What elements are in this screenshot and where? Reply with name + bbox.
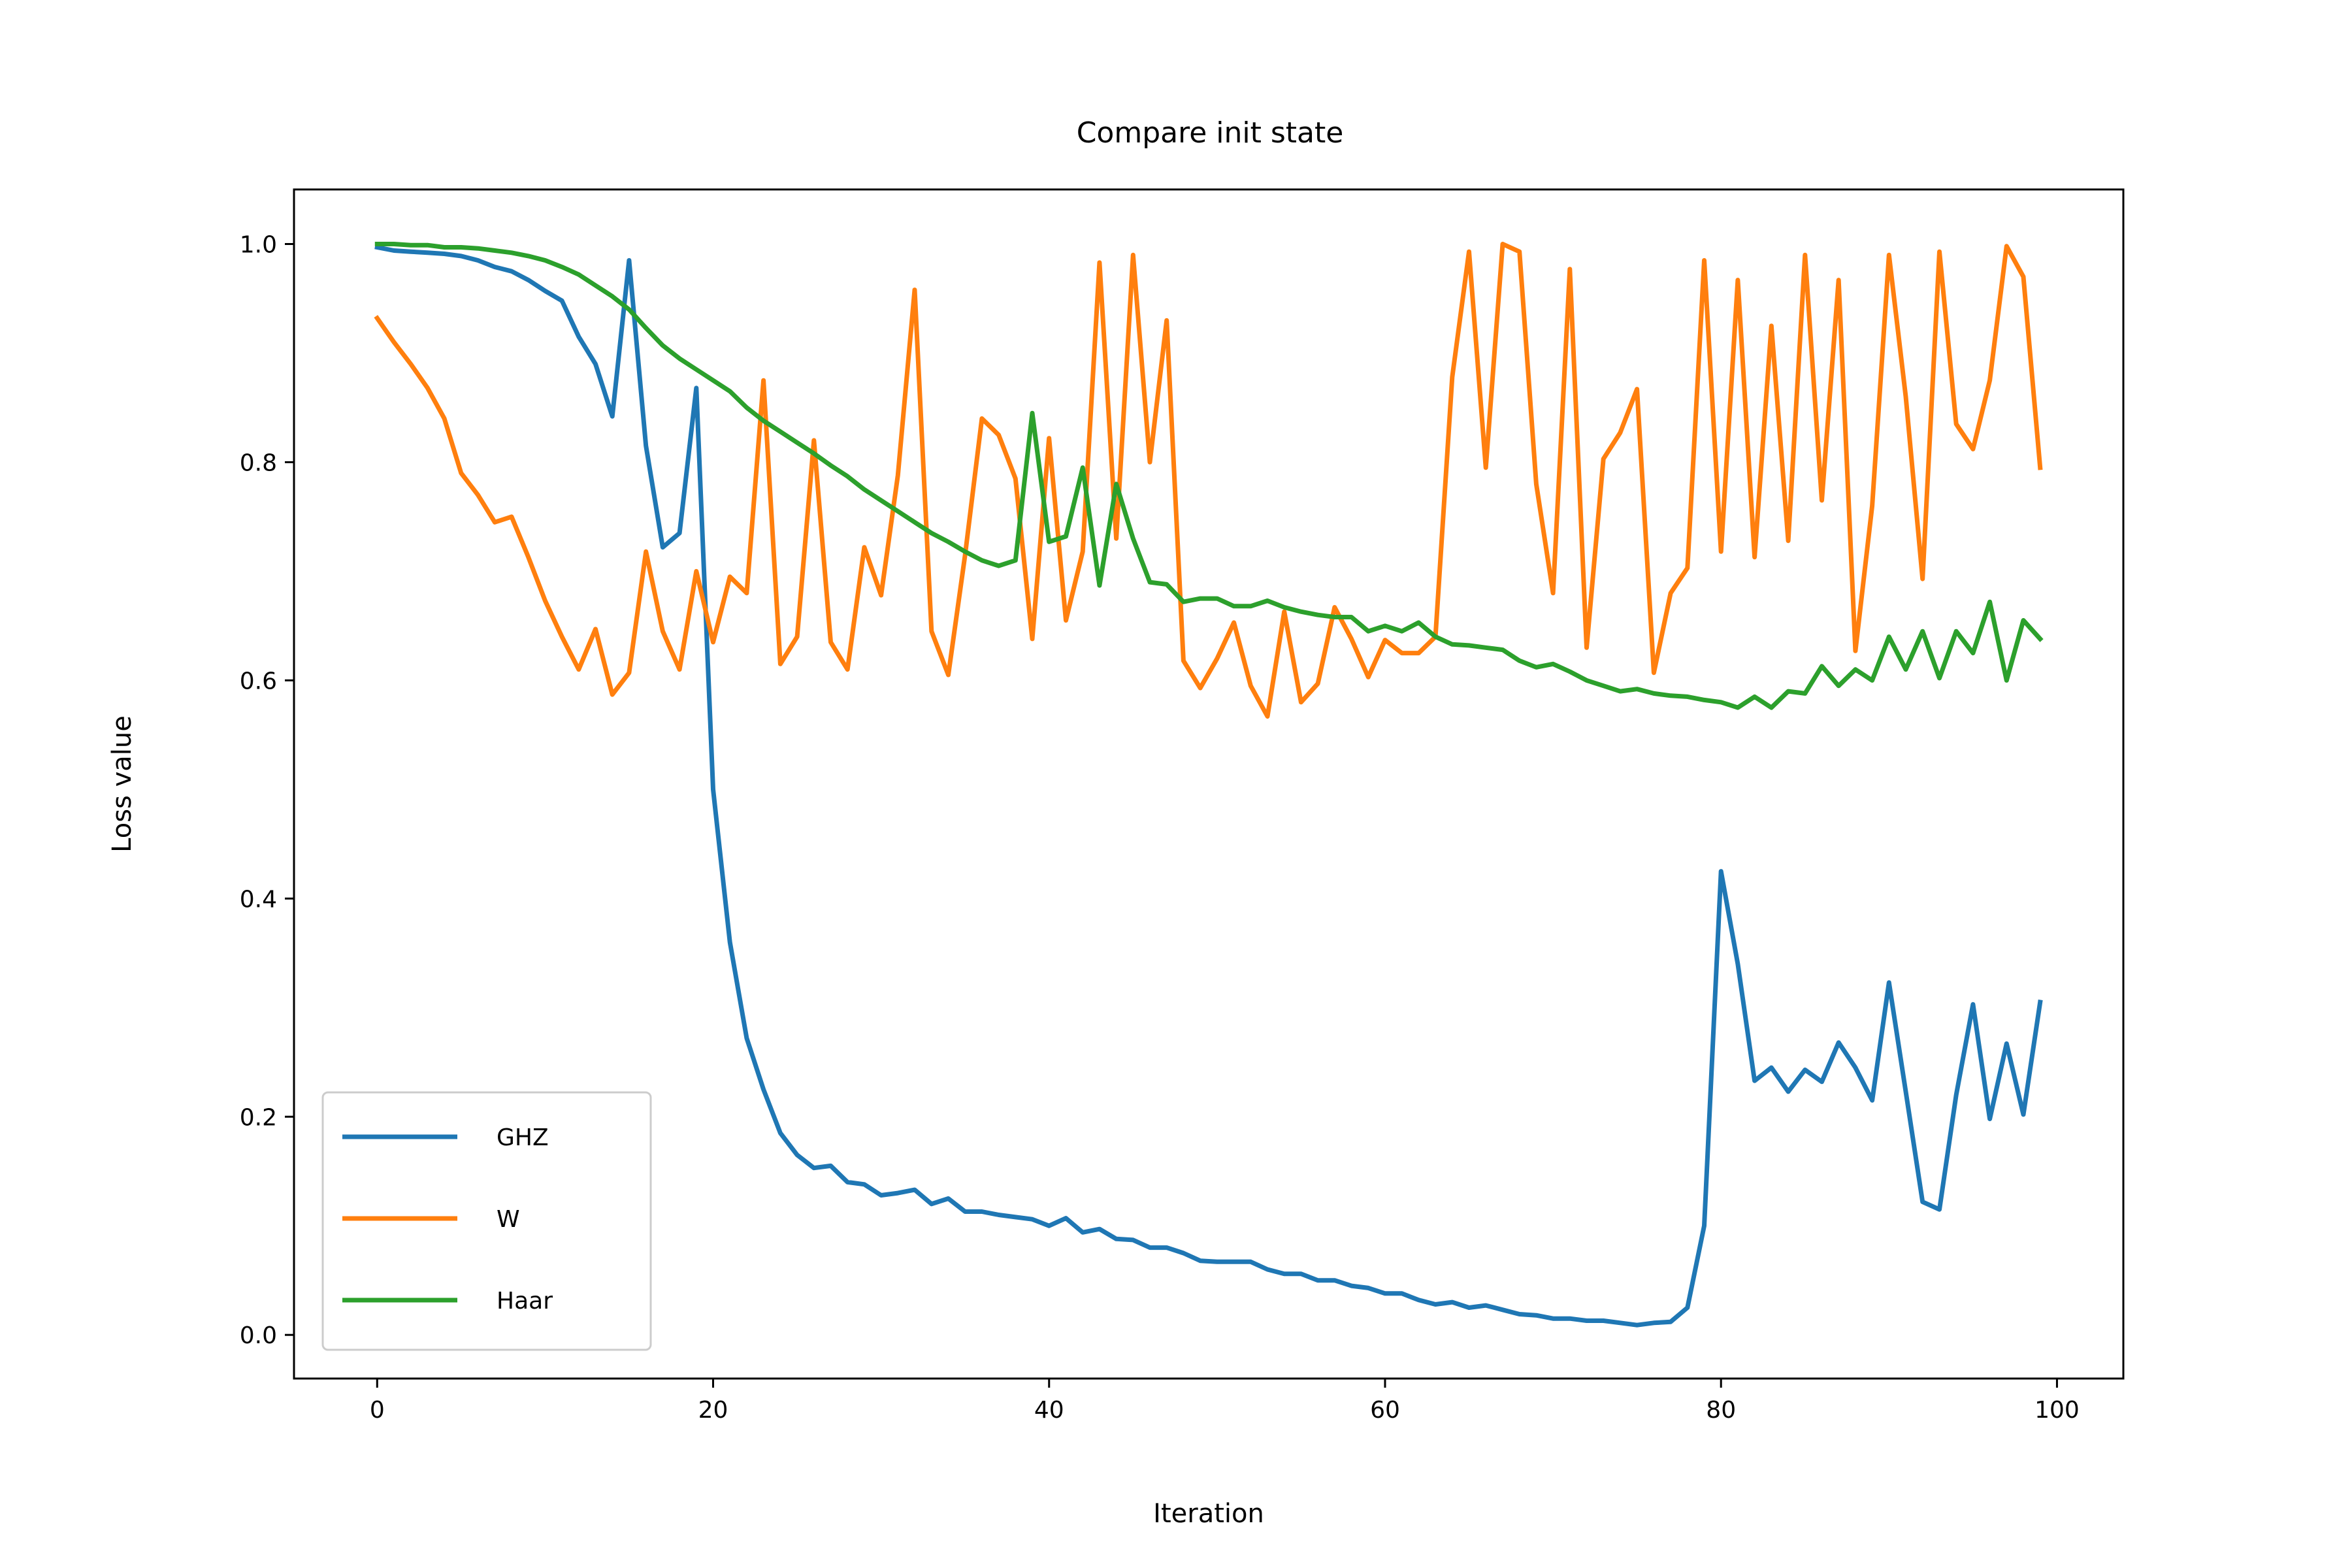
chart-title: Compare init state xyxy=(1077,116,1344,150)
x-axis-label: Iteration xyxy=(1153,1499,1264,1529)
x-tick-label: 20 xyxy=(698,1397,728,1424)
legend-box xyxy=(321,1091,652,1351)
x-tick-label: 80 xyxy=(1706,1397,1736,1424)
x-axis: 0 20 40 60 80 100 xyxy=(370,1379,2080,1424)
legend-label-haar: Haar xyxy=(497,1288,553,1315)
legend-label-w: W xyxy=(497,1206,520,1233)
y-tick-label: 0.4 xyxy=(240,886,277,913)
legend-label-ghz: GHZ xyxy=(497,1124,549,1151)
y-tick-label: 0.0 xyxy=(240,1322,277,1349)
x-tick-label: 40 xyxy=(1034,1397,1064,1424)
x-tick-label: 100 xyxy=(2034,1397,2080,1424)
series-line-w xyxy=(374,242,2043,719)
x-tick-label: 0 xyxy=(370,1397,385,1424)
y-tick-label: 0.2 xyxy=(240,1104,277,1131)
series-line-haar xyxy=(374,242,2044,710)
axes-frame xyxy=(293,188,2125,1380)
series-line-ghz xyxy=(374,244,2043,1328)
legend: GHZ W Haar xyxy=(321,1091,652,1351)
y-axis-label: Loss value xyxy=(107,715,137,853)
y-axis: 0.0 0.2 0.4 0.6 0.8 1.0 xyxy=(240,231,294,1349)
y-tick-label: 1.0 xyxy=(240,231,277,258)
y-tick-label: 0.6 xyxy=(240,668,277,694)
x-tick-label: 60 xyxy=(1370,1397,1400,1424)
y-tick-label: 0.8 xyxy=(240,449,277,476)
plot-area xyxy=(374,242,2044,1328)
